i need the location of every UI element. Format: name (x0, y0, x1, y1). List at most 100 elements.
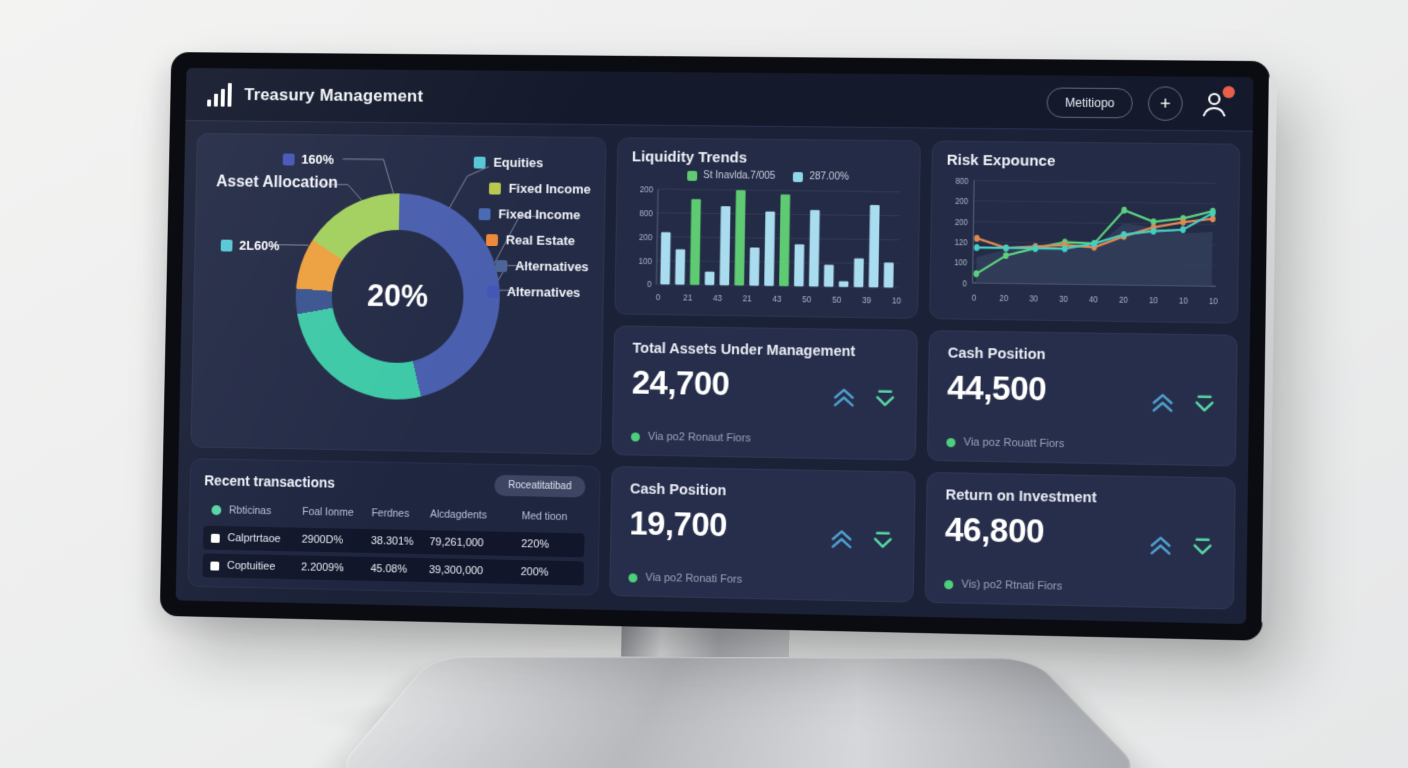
double-chevron-up-icon[interactable] (831, 386, 856, 409)
bar[interactable] (778, 194, 790, 286)
bar[interactable] (749, 247, 760, 286)
bar[interactable] (853, 258, 864, 288)
table-cell: 2900D% (301, 533, 344, 547)
stat-caption-text: Via po2 Ronaut Fiors (647, 430, 751, 445)
transactions-action-button[interactable]: Roceatitatibad (494, 474, 586, 498)
bar[interactable] (793, 244, 805, 287)
dashboard-main: Asset Allocation 160% 2L60% (176, 121, 1253, 624)
table-row[interactable]: Coptuitiee 2.2009% 45.08% 39,300,000 200% (202, 553, 585, 586)
legend-swatch (486, 285, 499, 298)
bar[interactable] (808, 209, 820, 287)
legend-swatch (793, 171, 804, 182)
stat-card-total-assets: Total Assets Under Management 24,700 Via… (611, 325, 918, 461)
allocation-callout-label: 2L60% (220, 237, 280, 254)
legend-item[interactable]: Alternatives (495, 258, 589, 274)
column-header[interactable]: Foal Ionme (302, 505, 354, 519)
double-chevron-up-icon[interactable] (829, 527, 854, 551)
table-header-row: Rbticinas Foal Ionme Ferdnes Alcdagdents Med… (204, 498, 586, 529)
user-profile-button[interactable] (1198, 85, 1235, 119)
column-header[interactable]: Med tioon (521, 510, 568, 524)
table-cell: Coptuitiee (210, 560, 301, 574)
svg-text:20: 20 (1119, 293, 1128, 304)
column-header[interactable]: Rbticinas (211, 504, 302, 518)
monitor-stand-base (327, 656, 1151, 768)
bar-chart-logo-icon (207, 82, 232, 107)
legend-swatch (488, 182, 501, 195)
table-cell: 39,300,000 (428, 564, 484, 578)
chevron-down-icon[interactable] (1192, 392, 1218, 416)
legend-item[interactable]: Equities (473, 155, 592, 171)
bar[interactable] (719, 206, 732, 286)
bar[interactable] (763, 211, 775, 286)
monitor: Treasury Management Metitiopo + (157, 52, 1297, 768)
table-cell: 220% (521, 538, 550, 551)
double-chevron-up-icon[interactable] (1148, 534, 1174, 558)
svg-text:10: 10 (892, 295, 901, 306)
column-header[interactable]: Alcdagdents (429, 508, 488, 522)
risk-line-chart[interactable]: 800 200 200 120 100 00 20 30 30 40 20 10 10 10 (944, 169, 1224, 317)
bar[interactable] (705, 271, 716, 286)
chevron-down-icon[interactable] (1190, 535, 1216, 559)
bar[interactable] (660, 231, 671, 285)
svg-text:10: 10 (1209, 295, 1218, 306)
legend-swatch (687, 170, 698, 181)
table-cell: 45.08% (370, 562, 408, 576)
stat-caption-text: Via po2 Ronati Fors (645, 571, 743, 586)
chevron-down-icon[interactable] (870, 528, 896, 552)
page-title: Treasury Management (244, 84, 424, 106)
add-button[interactable]: + (1147, 85, 1183, 121)
bar[interactable] (823, 264, 834, 287)
double-chevron-up-icon[interactable] (1150, 391, 1176, 415)
stat-caption: Via po2 Ronati Fors (628, 571, 894, 589)
svg-text:10: 10 (1179, 294, 1188, 305)
bar[interactable] (883, 262, 894, 288)
row-checkbox[interactable] (210, 533, 220, 543)
data-point[interactable] (1121, 206, 1128, 214)
svg-text:30: 30 (1029, 292, 1038, 303)
legend-label: Real Estate (505, 232, 576, 249)
legend-swatch (485, 233, 498, 246)
legend-item[interactable]: 287.00% (793, 171, 849, 183)
legend-swatch (473, 156, 486, 169)
svg-text:43: 43 (772, 294, 781, 305)
stat-title: Total Assets Under Management (632, 340, 856, 361)
svg-text:200: 200 (640, 184, 654, 195)
legend-swatch (478, 207, 491, 220)
legend-item[interactable]: Fixed Income (488, 181, 591, 197)
row-checkbox[interactable] (210, 561, 220, 571)
liquidity-trends-panel: Liquidity Trends St Inavlda.7/005 287.00%… (614, 137, 921, 319)
donut-center-value: 20% (366, 278, 429, 314)
risk-exposure-panel: Risk Expounce 800 200 200 120 100 0 0 20 30 30 40 2… (929, 140, 1241, 324)
dashboard-screen: Treasury Management Metitiopo + (175, 67, 1254, 625)
bar[interactable] (868, 204, 880, 288)
legend-item[interactable]: Fixed Income (478, 206, 590, 222)
bar[interactable] (838, 281, 849, 287)
data-point[interactable] (974, 234, 980, 242)
legend-label: Alternatives (514, 258, 589, 275)
brand: Treasury Management (207, 82, 423, 108)
bar[interactable] (675, 249, 686, 285)
status-dot-icon (946, 437, 956, 447)
bar[interactable] (689, 199, 701, 285)
svg-text:100: 100 (638, 255, 652, 266)
column-header[interactable]: Ferdnes (371, 507, 410, 520)
bar[interactable] (734, 190, 746, 286)
data-point[interactable] (973, 244, 980, 252)
transactions-table: Rbticinas Foal Ionme Ferdnes Alcdagdents Med… (202, 498, 586, 586)
donut-hole: 20% (331, 229, 465, 364)
legend-item[interactable]: Alternatives (486, 284, 589, 300)
stat-caption-text: Vis) po2 Rtnati Fiors (961, 578, 1063, 593)
svg-text:800: 800 (955, 175, 968, 186)
status-dot-icon (944, 579, 954, 589)
callout-value: 2L60% (239, 237, 280, 254)
transactions-title: Recent transactions (204, 471, 336, 491)
table-row[interactable]: Calprtrtaoe 2900D% 38.301% 79,261,000 220% (202, 525, 585, 558)
liquidity-bar-chart[interactable]: 200 800 200 100 00 21 43 21 43 50 50 39 10 (629, 180, 905, 311)
chevron-down-icon[interactable] (872, 387, 898, 411)
callout-value: 160% (301, 151, 334, 167)
table-cell: 2.2009% (301, 561, 344, 575)
data-point[interactable] (1180, 226, 1186, 234)
legend-label: 287.00% (809, 171, 849, 183)
menu-button[interactable]: Metitiopo (1046, 86, 1134, 118)
legend-item[interactable]: Real Estate (485, 232, 590, 249)
